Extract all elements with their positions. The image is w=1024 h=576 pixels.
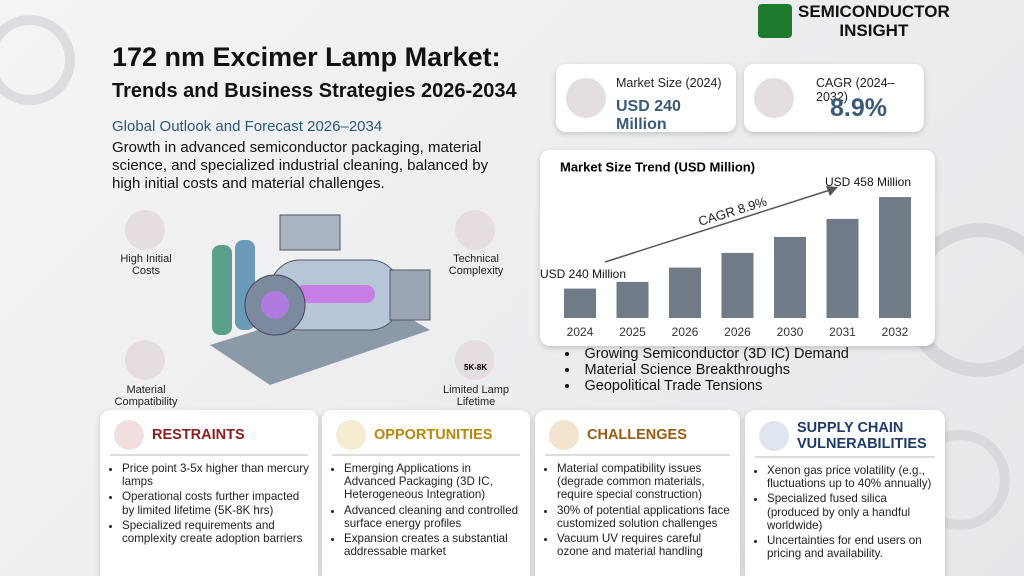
panel: RESTRAINTS Price point 3-5x higher than m… [100,410,318,576]
chart: Market Size Trend (USD Million) 2024 USD … [540,159,911,339]
bar [564,288,596,318]
panel-item: Xenon gas price volatility (e.g., fluctu… [767,464,939,490]
panel-list: Price point 3-5x higher than mercury lam… [100,462,318,545]
brand-logo [758,4,792,38]
x-tick-label: 2032 [882,325,909,339]
x-tick-label: 2030 [777,325,804,339]
panel-title: SUPPLY CHAIN VULNERABILITIES [797,420,927,452]
trend-arrow [604,189,831,263]
panel-header: RESTRAINTS [110,410,308,456]
lifetime-icon: 5K-8K [464,363,488,372]
outlook: Global Outlook and Forecast 2026–2034 [112,118,383,135]
kpi-card: Market Size (2024) USD 240 Million [556,64,736,133]
brand: SEMICONDUCTOR INSIGHT [758,2,950,40]
trend-arrowhead [826,186,838,196]
panel-header: SUPPLY CHAIN VULNERABILITIES [755,410,935,458]
kpi-card: CAGR (2024–2032) 8.9% [744,64,924,132]
panel-list: Material compatibility issues (degrade c… [535,462,740,558]
kpi-label: CAGR (2024–2032) [816,76,895,104]
panel-item: Price point 3-5x higher than mercury lam… [122,462,312,488]
kpi-value: 8.9% [830,94,887,122]
panel-icon [759,421,789,451]
panel-item: Specialized fused silica (produced by on… [767,492,939,532]
driver-item: Material Science Breakthroughs [565,362,849,378]
panel-item: Material compatibility issues (degrade c… [557,462,734,502]
factor-label: Material Compatibility [114,384,178,408]
bar [879,197,911,318]
chart-title: Market Size Trend (USD Million) [560,159,755,174]
panel-item: Expansion creates a substantial addressa… [344,532,524,558]
x-tick-label: 2031 [829,325,856,339]
panel-header: CHALLENGES [545,410,730,456]
x-tick-label: 2024 [567,325,594,339]
factor-label: Technical Complexity [448,253,504,277]
bar [774,236,806,318]
panel-item: Operational costs further impacted by li… [122,490,312,516]
panel-title: OPPORTUNITIES [374,427,493,443]
panel-item: Vacuum UV requires careful ozone and mat… [557,532,734,558]
panel: CHALLENGES Material compatibility issues … [535,410,740,576]
value-label: USD 458 Million [825,175,911,189]
panel-item: Emerging Applications in Advanced Packag… [344,462,524,502]
panel-title: CHALLENGES [587,427,687,443]
panel: SUPPLY CHAIN VULNERABILITIES Xenon gas pr… [745,410,945,576]
panel: OPPORTUNITIES Emerging Applications in Ad… [322,410,530,576]
kpi-label: Market Size (2024) [616,76,722,90]
panel-icon [336,420,366,450]
driver-item: Geopolitical Trade Tensions [565,378,849,394]
panel-item: Advanced cleaning and controlled surface… [344,504,524,530]
x-tick-label: 2026 [672,325,699,339]
kpi-value: USD 240 Million [616,98,681,133]
x-tick-label: 2026 [724,325,751,339]
factor-label: High Initial Costs [120,253,172,277]
x-tick-label: 2025 [619,325,646,339]
subtitle: Trends and Business Strategies 2026-2034 [112,80,517,102]
kpi-icon [754,78,794,118]
panel-item: Uncertainties for end users on pricing a… [767,534,939,560]
brand-line: INSIGHT [839,21,909,40]
title: 172 nm Excimer Lamp Market: [112,42,501,72]
panel-icon [549,420,579,450]
bar [826,218,859,318]
driver-item: Growing Semiconductor (3D IC) Demand [565,346,849,362]
lamp-illustration [125,210,495,385]
kpi-icon [566,78,606,118]
panel-item: 30% of potential applications face custo… [557,504,734,530]
panel-icon [114,420,144,450]
panel-item: Specialized requirements and complexity … [122,519,312,545]
cagr-annotation: CAGR 8.9% [696,194,769,229]
bar [721,252,754,318]
bar [616,281,649,318]
summary: Growth in advanced semiconductor packagi… [112,139,489,192]
drivers: Growing Semiconductor (3D IC) DemandMate… [565,346,849,394]
bar [669,267,701,318]
value-label: USD 240 Million [540,267,626,281]
factor-label: Limited Lamp Lifetime [442,384,510,408]
panel-title: RESTRAINTS [152,427,245,443]
panel-list: Xenon gas price volatility (e.g., fluctu… [745,464,945,560]
brand-line: SEMICONDUCTOR [798,2,950,21]
panel-list: Emerging Applications in Advanced Packag… [322,462,530,558]
panel-header: OPPORTUNITIES [332,410,520,456]
